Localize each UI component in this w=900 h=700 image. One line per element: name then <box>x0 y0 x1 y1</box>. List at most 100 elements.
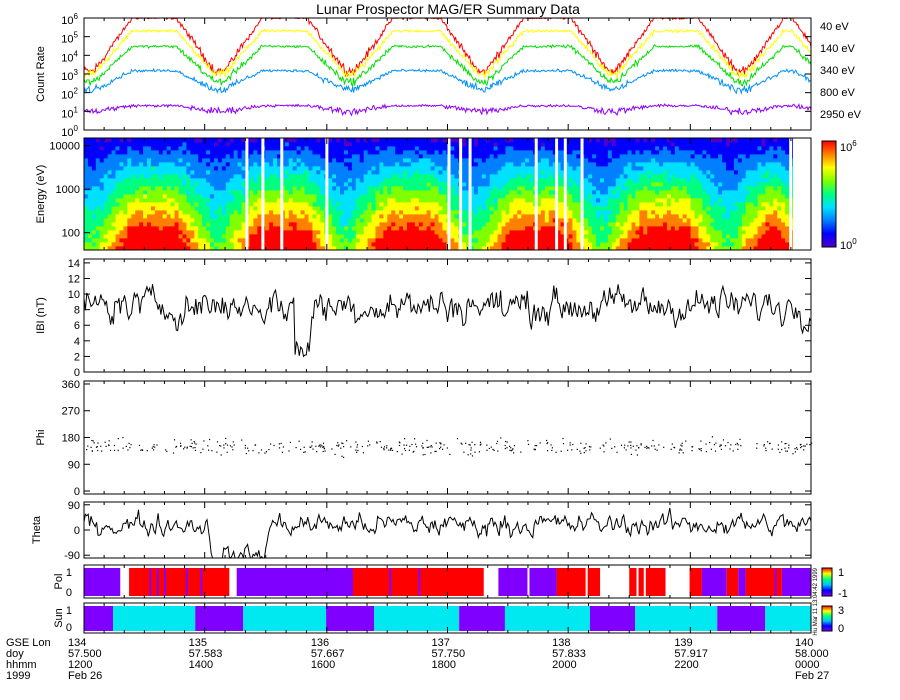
spectrogram-cell <box>174 174 179 179</box>
spectrogram-cell <box>284 214 290 219</box>
spectrogram-cell <box>347 202 353 207</box>
spectrogram-cell <box>607 202 613 207</box>
spectrogram-cell <box>332 190 337 195</box>
spectrogram-cell <box>343 234 349 239</box>
spectrogram-cell <box>505 150 510 155</box>
spectrogram-cell <box>320 190 325 195</box>
spectrogram-cell <box>552 174 558 179</box>
spectrogram-cell <box>186 142 191 147</box>
spectrogram-cell <box>757 206 762 211</box>
spectrogram-cell <box>135 162 140 167</box>
spectrogram-cell <box>375 230 380 235</box>
spectrogram-cell <box>277 154 282 159</box>
spectrogram-cell <box>753 138 758 143</box>
spectrogram-cell <box>198 198 203 203</box>
spectrogram-cell <box>548 222 554 227</box>
spectrogram-cell <box>481 138 487 143</box>
spectrogram-cell <box>450 198 455 203</box>
spectrogram-cell <box>111 206 116 211</box>
spectrogram-cell <box>647 198 652 203</box>
spectrogram-cell <box>434 230 439 235</box>
spectrogram-cell <box>548 226 554 231</box>
spectrogram-cell <box>87 166 93 171</box>
spectrogram-cell <box>434 222 439 227</box>
spectrogram-cell <box>265 154 270 159</box>
spectrogram-cell <box>406 170 412 175</box>
spectrogram-cell <box>213 218 219 223</box>
spectrogram-cell <box>462 230 467 235</box>
spectrogram-cell <box>387 166 392 171</box>
spectrogram-cell <box>206 190 211 195</box>
spectrogram-cell <box>552 206 558 211</box>
spectrogram-cell <box>127 154 132 159</box>
spectrogram-cell <box>186 146 191 151</box>
spectrogram-cell <box>702 242 707 247</box>
spectrogram-cell <box>536 158 542 163</box>
spectrogram-cell <box>206 138 211 143</box>
spectrogram-cell <box>257 194 262 199</box>
spectrogram-cell <box>265 230 270 235</box>
spectrogram-cell <box>442 170 447 175</box>
spectrogram-cell <box>635 170 640 175</box>
spectrogram-cell <box>202 206 207 211</box>
spectrogram-cell <box>190 210 195 215</box>
spectrogram-cell <box>434 214 439 219</box>
spectrogram-cell <box>714 246 719 251</box>
spectrogram-cell <box>576 170 581 175</box>
spectrogram-cell <box>119 214 124 219</box>
spectrogram-cell <box>300 158 305 163</box>
spectrogram-cell <box>343 226 349 231</box>
spectrogram-cell <box>229 150 235 155</box>
spectrogram-cell <box>698 234 703 239</box>
spectrogram-cell <box>611 198 617 203</box>
spectrogram-cell <box>379 182 384 187</box>
spectrogram-cell <box>619 234 625 239</box>
spectrogram-cell <box>127 242 132 247</box>
spectrogram-cell <box>343 182 349 187</box>
spectrogram-cell <box>737 222 743 227</box>
spectrogram-cell <box>107 222 112 227</box>
spectrogram-cell <box>611 170 617 175</box>
spectrogram-cell <box>426 142 432 147</box>
spectrogram-cell <box>568 186 573 191</box>
spectrogram-cell <box>328 242 333 247</box>
spectrogram-cell <box>670 246 676 251</box>
spectrogram-cell <box>379 154 384 159</box>
spectrogram-cell <box>568 190 573 195</box>
spectrogram-cell <box>119 222 124 227</box>
spectrogram-cell <box>663 166 668 171</box>
spectrogram-cell <box>572 238 577 243</box>
spectrogram-cell <box>379 206 384 211</box>
spectrogram-cell <box>194 222 199 227</box>
spectrogram-cell <box>170 182 175 187</box>
spectrogram-cell <box>336 150 341 155</box>
spectrogram-cell <box>552 202 558 207</box>
spectrogram-cell <box>623 150 628 155</box>
spectrogram-cell <box>139 166 144 171</box>
spectrogram-cell <box>410 242 416 247</box>
spectrogram-cell <box>509 170 514 175</box>
spectrogram-cell <box>481 206 487 211</box>
spectrogram-cell <box>399 206 404 211</box>
spectrogram-cell <box>198 242 203 247</box>
spectrogram-cell <box>631 150 636 155</box>
spectrogram-cell <box>678 238 684 243</box>
spectrogram-cell <box>115 150 120 155</box>
spectrogram-cell <box>588 226 593 231</box>
spectrogram-cell <box>659 238 664 243</box>
spectrogram-cell <box>269 190 274 195</box>
spectrogram-cell <box>115 206 120 211</box>
spectrogram-cell <box>150 214 156 219</box>
spectrogram-cell <box>308 222 313 227</box>
spectrogram-cell <box>379 158 384 163</box>
spectrogram-cell <box>603 198 609 203</box>
spectrogram-cell <box>213 154 219 159</box>
spectrogram-cell <box>206 222 211 227</box>
spectrogram-cell <box>418 138 424 143</box>
spectrogram-cell <box>430 154 435 159</box>
spectrogram-cell <box>454 246 459 251</box>
spectrogram-cell <box>513 146 518 151</box>
spectrogram-cell <box>674 222 680 227</box>
spectrogram-cell <box>375 198 380 203</box>
spectrogram-cell <box>332 142 337 147</box>
